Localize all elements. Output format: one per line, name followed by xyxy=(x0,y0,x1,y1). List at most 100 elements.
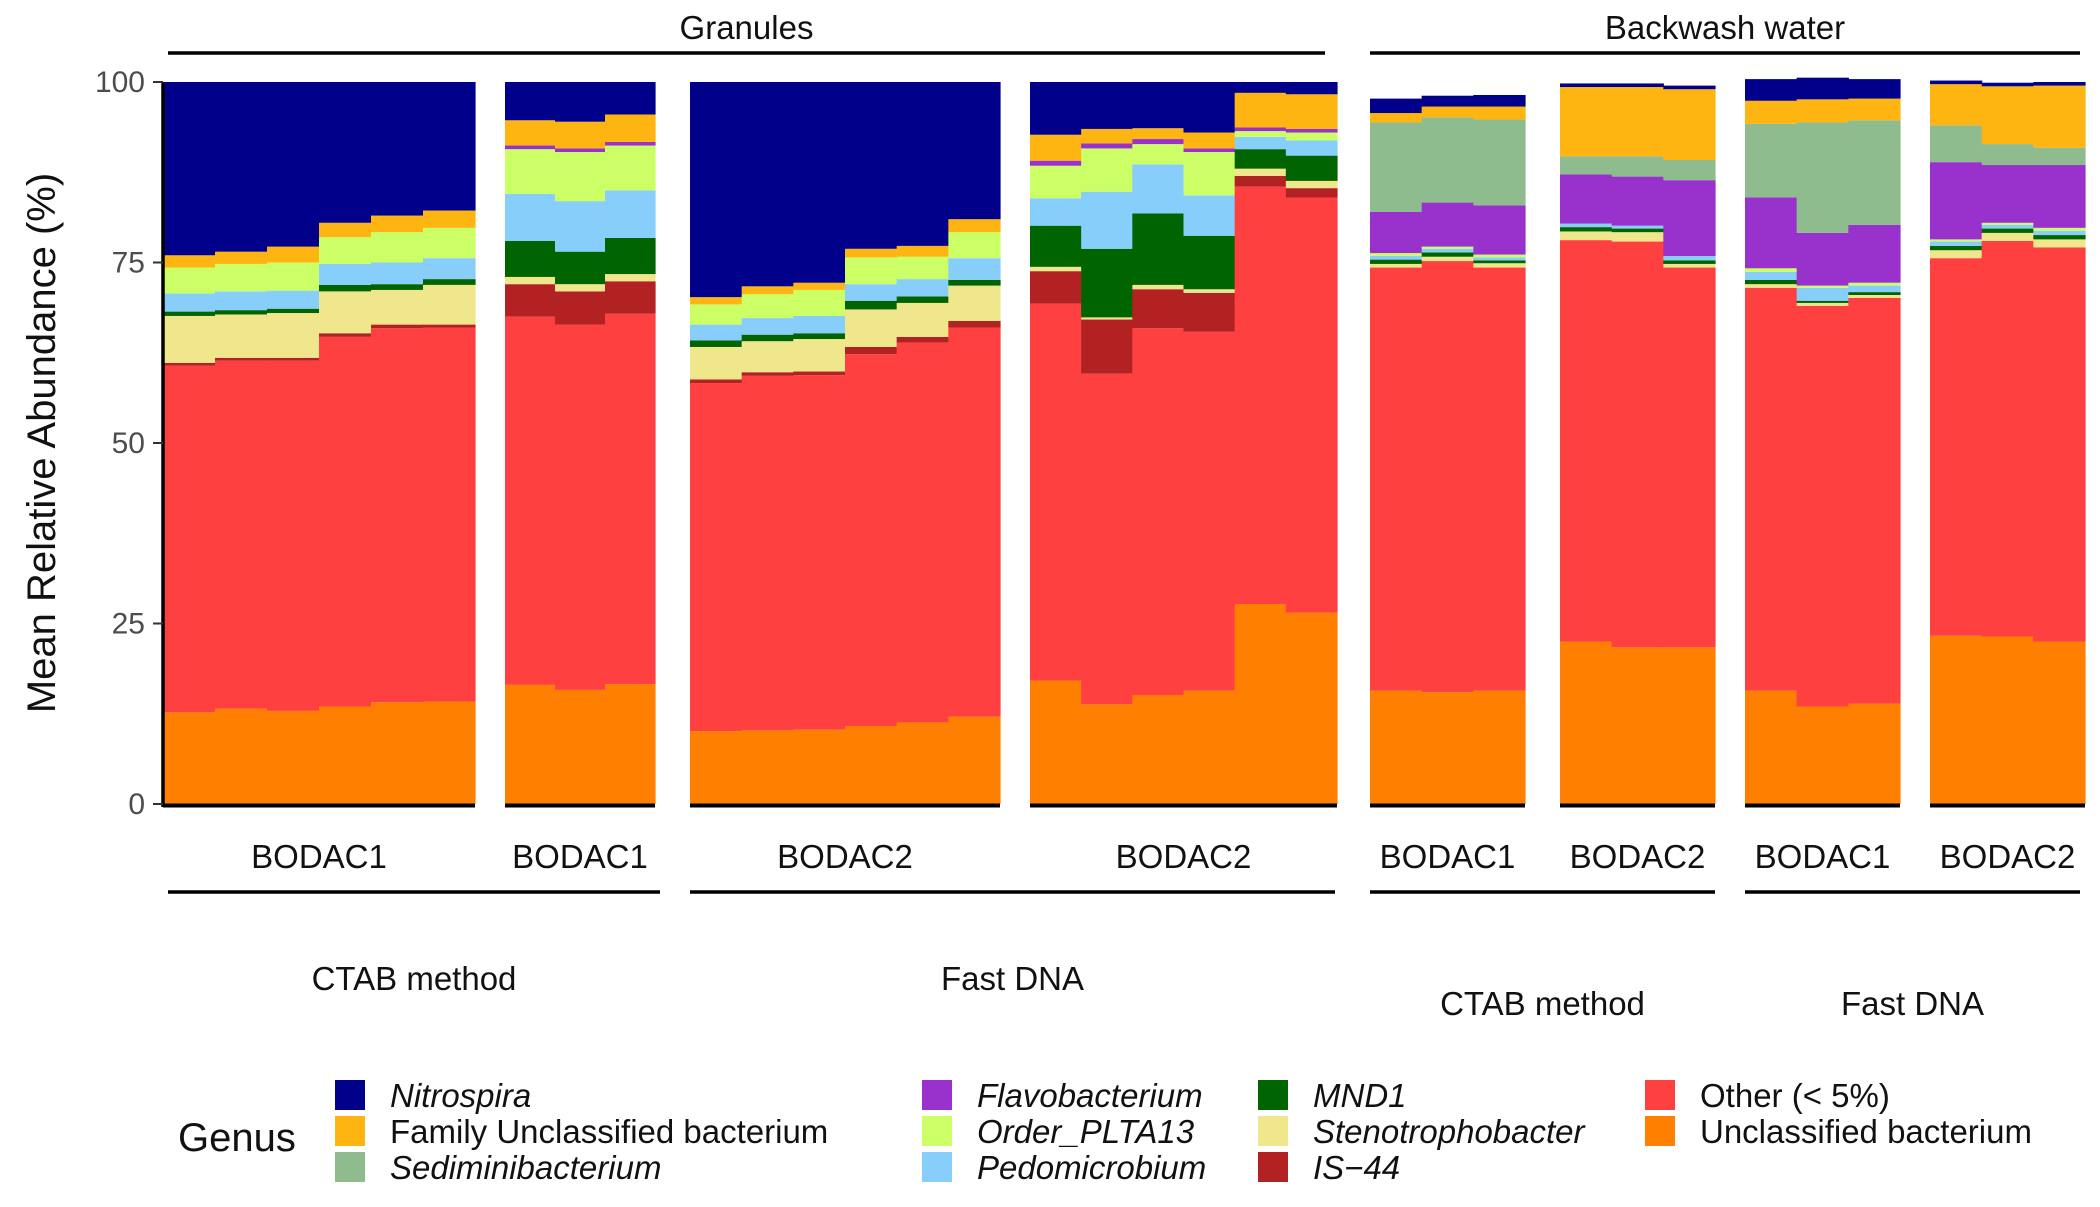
bar-segment xyxy=(215,360,268,709)
bar-segment xyxy=(215,251,268,264)
bar-segment xyxy=(845,248,898,258)
legend-label: Flavobacterium xyxy=(977,1077,1203,1114)
bar-segment xyxy=(1030,303,1082,681)
bar-segment xyxy=(1183,148,1236,153)
bar-segment xyxy=(793,371,846,376)
bar-segment xyxy=(1370,253,1423,256)
bar-segment xyxy=(1930,162,1983,240)
bar-segment xyxy=(1473,690,1526,804)
bar-segment xyxy=(605,82,656,115)
bar-segment xyxy=(741,294,794,319)
method-label: Fast DNA xyxy=(1841,985,1984,1022)
bar-segment xyxy=(1370,267,1423,691)
bar-segment xyxy=(2033,235,2086,240)
bar-segment xyxy=(793,315,846,334)
bar-segment xyxy=(1183,235,1236,290)
legend-label: Sediminibacterium xyxy=(390,1149,661,1186)
bar-segment xyxy=(505,316,556,685)
bar-segment xyxy=(215,708,268,804)
bar-segment xyxy=(948,285,1001,321)
method-label: CTAB method xyxy=(1440,985,1645,1022)
bar-segment xyxy=(423,284,476,325)
bar-segment xyxy=(371,324,424,329)
bar-segment xyxy=(1234,175,1287,187)
bar-segment xyxy=(1560,223,1613,228)
bar-segment xyxy=(267,360,320,711)
bar-segment xyxy=(1030,266,1082,272)
bar-segment xyxy=(741,286,794,295)
bar-segment xyxy=(1930,258,1983,636)
bar-segment xyxy=(1234,136,1287,150)
bar-segment xyxy=(1560,156,1613,175)
bar-segment xyxy=(1611,156,1664,177)
bar-segment xyxy=(605,145,656,191)
bar-segment xyxy=(1611,232,1664,242)
bar-segment xyxy=(267,290,320,309)
bar-segment xyxy=(505,145,556,150)
legend-label: Unclassified bacterium xyxy=(1700,1113,2032,1150)
bar-segment xyxy=(1981,86,2034,145)
bar-segment xyxy=(1132,128,1185,140)
bar-segment xyxy=(267,82,320,247)
bar-segment xyxy=(793,82,846,283)
bar-segment xyxy=(1930,245,1983,251)
bar-segment xyxy=(1745,100,1798,124)
bar-segment xyxy=(505,193,556,241)
bar-segment xyxy=(793,289,846,316)
bar-segment xyxy=(163,315,216,363)
bar-segment xyxy=(690,731,743,804)
bar-segment xyxy=(1132,139,1185,145)
bar-segment xyxy=(741,318,794,335)
bar-segment xyxy=(1663,267,1716,648)
bar-segment xyxy=(505,684,556,804)
bar-segment xyxy=(1473,205,1526,255)
bar-segment xyxy=(1848,282,1901,286)
bar-segment xyxy=(1030,82,1082,135)
bar-segment xyxy=(1848,703,1901,804)
bar-segment xyxy=(1796,300,1849,303)
bar-segment xyxy=(1285,128,1338,133)
bar-segment xyxy=(896,302,949,337)
labels-layer: BODAC1 BODAC2 BODAC1 BODAC2 BODAC1 BODAC2 BODA… xyxy=(20,9,2075,1022)
bar-segment xyxy=(1183,690,1236,804)
bar-segment xyxy=(1663,647,1716,804)
method-label: Fast DNA xyxy=(941,960,1084,997)
bar-segment xyxy=(215,263,268,292)
bar-segment xyxy=(1981,222,2034,225)
bar-segment xyxy=(948,320,1001,328)
bar-segment xyxy=(1421,95,1474,107)
bar-segment xyxy=(1030,225,1082,267)
bar-segment xyxy=(690,346,743,380)
bar-segment xyxy=(1796,122,1849,233)
bar-segment xyxy=(1370,122,1423,212)
bar-segment xyxy=(1560,641,1613,804)
bar-segment xyxy=(1183,195,1236,236)
bar-segment xyxy=(1081,128,1133,144)
bar-segment xyxy=(1370,263,1423,268)
bar-segment xyxy=(793,729,846,804)
bar-segment xyxy=(371,82,424,216)
bar-segment xyxy=(1370,256,1423,260)
bar-segment xyxy=(163,712,216,804)
bar-segment xyxy=(371,328,424,703)
bar-segment xyxy=(845,257,898,285)
legend-swatch xyxy=(1258,1152,1288,1182)
bar-segment xyxy=(1234,127,1287,132)
bar-segment xyxy=(1285,94,1338,129)
bar-segment xyxy=(1421,117,1474,203)
bar-segment xyxy=(1421,246,1474,249)
bar-segment xyxy=(1560,87,1613,157)
legend-swatch xyxy=(335,1152,365,1182)
bar-segment xyxy=(423,324,476,328)
bar-segment xyxy=(1030,165,1082,199)
bar-segment xyxy=(845,354,898,727)
bar-segment xyxy=(1745,268,1798,272)
bar-segment xyxy=(1370,113,1423,123)
bar-segment xyxy=(2033,230,2086,236)
bar-segment xyxy=(896,336,949,343)
bar-segment xyxy=(1183,289,1236,293)
bar-segment xyxy=(1285,188,1338,198)
bar-segment xyxy=(1285,132,1338,141)
bar-segment xyxy=(1560,174,1613,224)
bar-segment xyxy=(1132,284,1185,290)
